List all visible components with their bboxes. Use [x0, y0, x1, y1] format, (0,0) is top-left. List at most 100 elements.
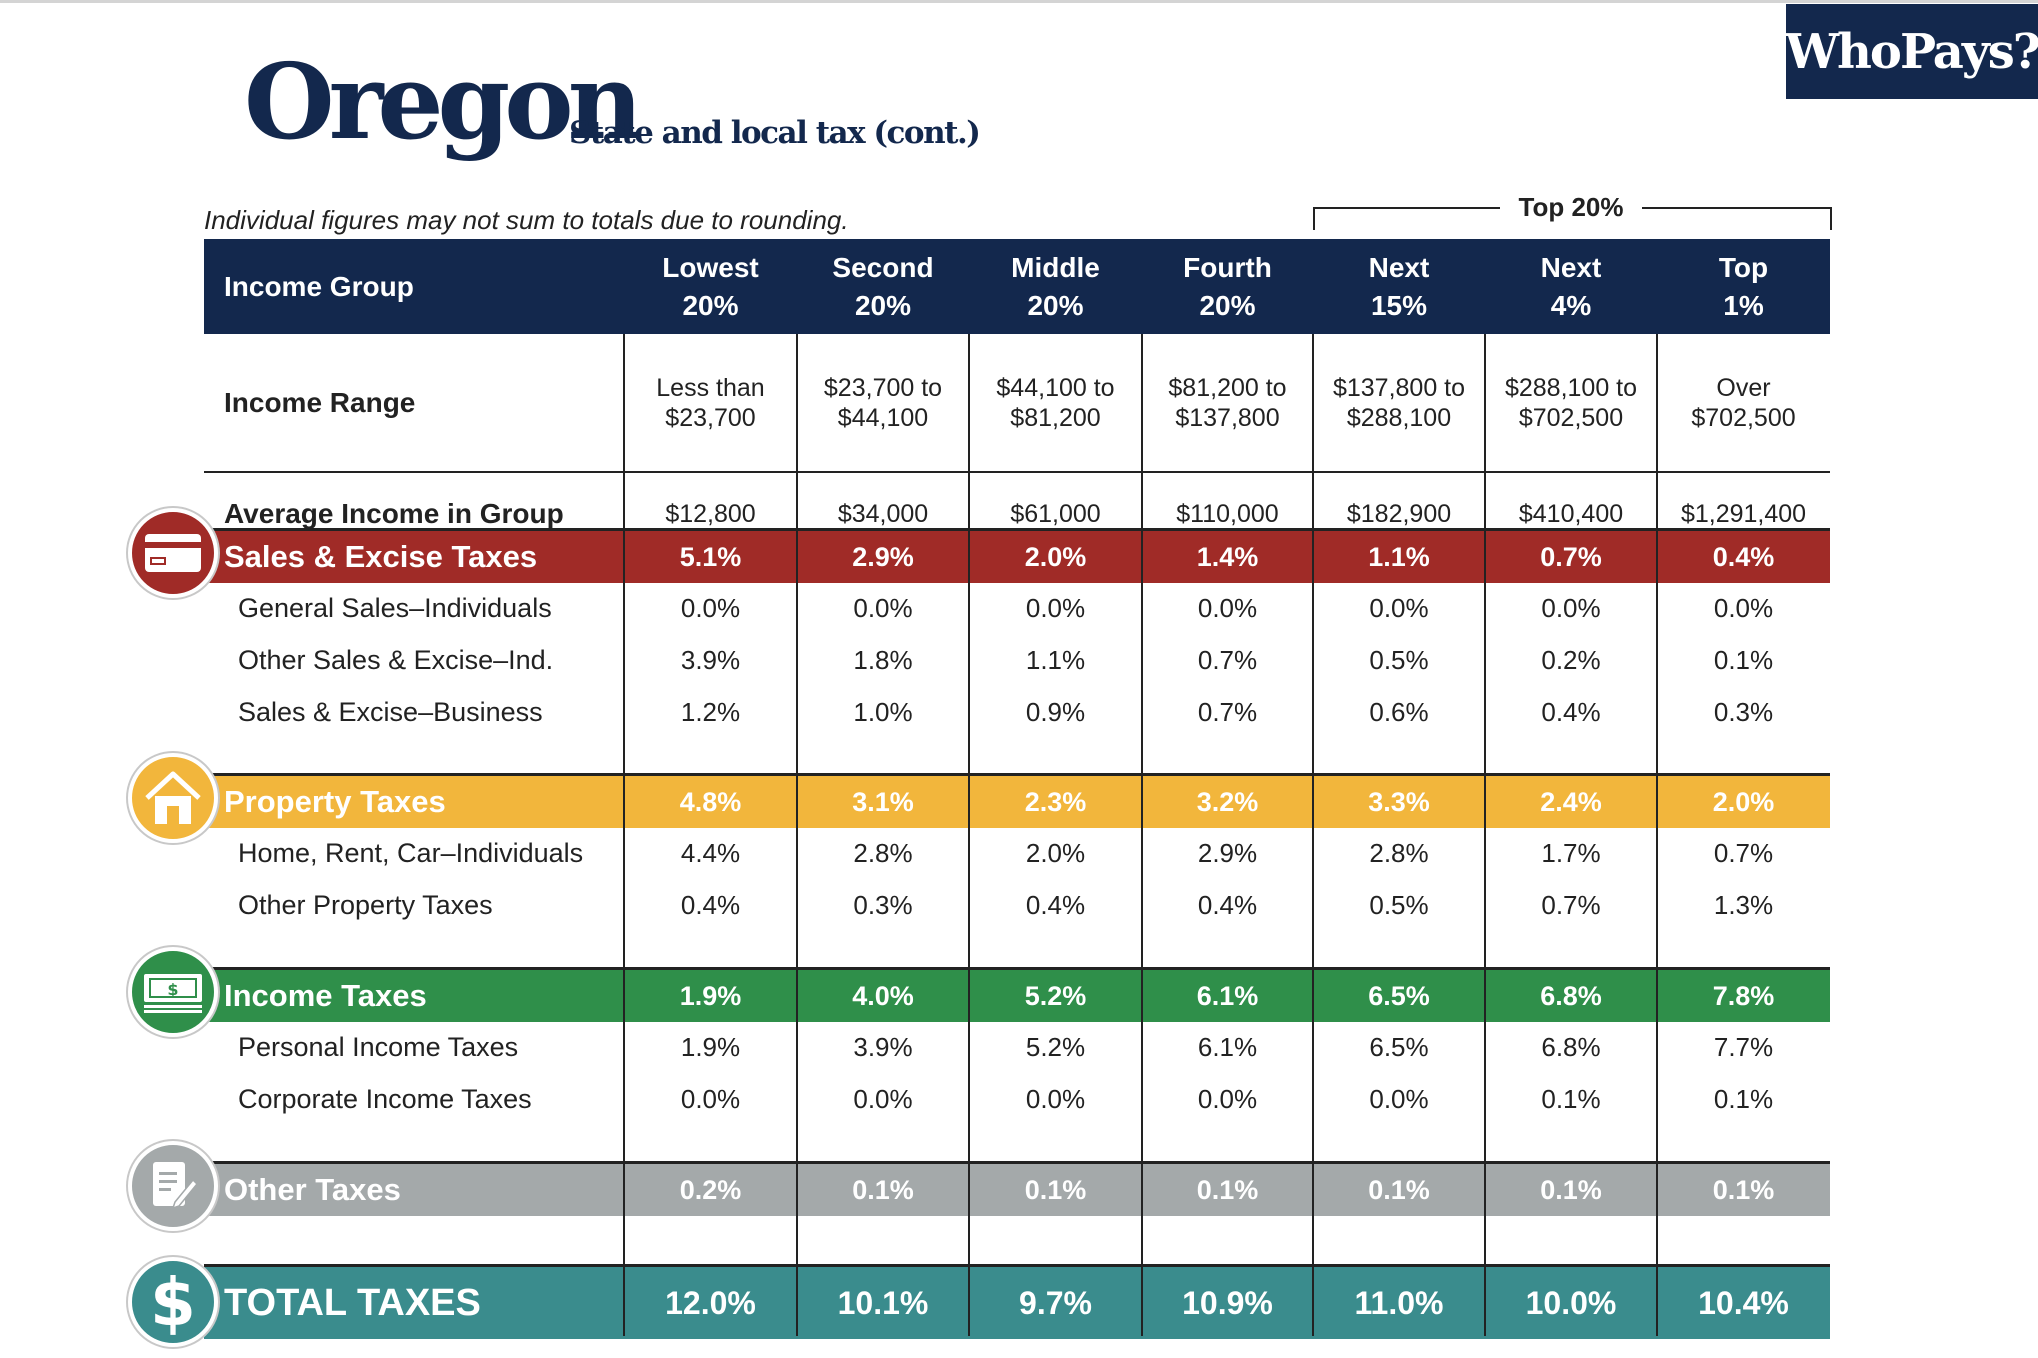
property-taxes-cell: 2.3% — [1024, 786, 1087, 817]
table-cell: 1.9% — [680, 1031, 741, 1062]
other-sales-excise-label: Other Sales & Excise–Ind. — [238, 644, 554, 675]
home-rent-car-label: Home, Rent, Car–Individuals — [238, 837, 584, 868]
income-taxes-cell: 7.8% — [1712, 980, 1775, 1011]
column-divider — [1656, 334, 1658, 1336]
range-cell: $288,100 to $702,500 — [1504, 373, 1638, 432]
sales-excise-business-row: Sales & Excise–Business 1.2% 1.0% 0.9% 0… — [204, 686, 1830, 738]
sales-excise-cell: 5.1% — [679, 541, 742, 572]
total-taxes-cell: 10.9% — [1182, 1284, 1273, 1321]
column-divider — [623, 334, 625, 1336]
table-cell: 0.1% — [1541, 1083, 1601, 1114]
general-sales-label: General Sales–Individuals — [238, 592, 552, 623]
table-cell: 0.3% — [1713, 696, 1774, 727]
table-cell: 0.0% — [1025, 592, 1086, 623]
table-cell: 1.1% — [1025, 644, 1086, 675]
money-bill-icon: $ — [128, 947, 218, 1037]
range-cell: $137,800 to $288,100 — [1332, 373, 1466, 432]
document-pen-icon — [128, 1141, 218, 1231]
header-row: Income Group Lowest 20% Second 20% Middle 2… — [204, 239, 1830, 334]
average-income-cell: $182,900 — [1346, 499, 1452, 528]
table-cell: 0.6% — [1369, 696, 1429, 727]
table-cell: 0.0% — [1197, 592, 1258, 623]
home-rent-car-row: Home, Rent, Car–Individuals 4.4% 2.8% 2.… — [204, 827, 1830, 879]
table-cell: 0.1% — [1713, 644, 1774, 675]
income-taxes-label: Income Taxes — [224, 978, 427, 1013]
total-taxes-cell: 10.1% — [837, 1284, 929, 1321]
property-taxes-label: Property Taxes — [224, 784, 446, 819]
income-taxes-cell: 4.0% — [852, 980, 914, 1011]
table-cell: 0.7% — [1541, 889, 1601, 920]
table-cell: 7.7% — [1713, 1031, 1774, 1062]
total-taxes-row: TOTAL TAXES 12.0% 10.1% 9.7% 10.9% 11.0%… — [204, 1264, 1830, 1339]
table-cell: 0.0% — [1197, 1083, 1258, 1114]
sales-excise-business-label: Sales & Excise–Business — [238, 696, 543, 727]
total-taxes-cell: 9.7% — [1019, 1284, 1092, 1321]
total-taxes-cell: 10.4% — [1698, 1284, 1789, 1321]
column-divider — [968, 334, 970, 1336]
sales-excise-cell: 0.7% — [1540, 541, 1602, 572]
page-title: Oregon — [244, 40, 643, 163]
column-divider — [796, 334, 798, 1336]
general-sales-row: General Sales–Individuals 0.0% 0.0% 0.0%… — [204, 582, 1830, 634]
header-cell: Fourth 20% — [1183, 251, 1272, 321]
table-cell: 0.0% — [1369, 1083, 1429, 1114]
property-taxes-cell: 3.2% — [1196, 786, 1259, 817]
average-income-label: Average Income in Group — [224, 498, 564, 529]
income-group-label: Income Group — [224, 270, 414, 302]
total-taxes-cell: 10.0% — [1525, 1284, 1617, 1321]
average-income-cell: $410,400 — [1518, 499, 1624, 528]
table-cell: 1.0% — [853, 696, 913, 727]
other-taxes-cell: 0.1% — [1712, 1174, 1775, 1205]
average-income-cell: $12,800 — [665, 499, 756, 528]
income-taxes-cell: 1.9% — [679, 980, 742, 1011]
table-cell: 0.0% — [1713, 592, 1774, 623]
table-cell: 0.4% — [1541, 696, 1601, 727]
top-border — [0, 0, 2038, 3]
header-cell: Lowest 20% — [662, 251, 759, 321]
table-cell: 6.5% — [1369, 1031, 1429, 1062]
range-cell: $23,700 to $44,100 — [823, 373, 943, 432]
dollar-sign-icon: $ — [128, 1257, 218, 1347]
table-cell: 4.4% — [680, 837, 741, 868]
top-20-label: Top 20% — [1500, 192, 1642, 223]
table-cell: 0.0% — [1369, 592, 1429, 623]
column-divider — [1312, 334, 1314, 1336]
sales-excise-label: Sales & Excise Taxes — [224, 539, 538, 574]
range-cell: $44,100 to $81,200 — [996, 373, 1115, 432]
svg-text:$: $ — [150, 1267, 196, 1337]
total-taxes-cell: 11.0% — [1354, 1284, 1444, 1321]
table-cell: 0.0% — [680, 592, 741, 623]
average-income-cell: $34,000 — [837, 499, 929, 528]
table-cell: 2.8% — [853, 837, 913, 868]
range-cell: Over $702,500 — [1691, 373, 1796, 432]
income-taxes-cell: 6.5% — [1368, 980, 1430, 1011]
other-taxes-cell: 0.1% — [1196, 1174, 1259, 1205]
sales-excise-cell: 1.1% — [1368, 541, 1430, 572]
table-cell: 3.9% — [680, 644, 741, 675]
table-cell: 5.2% — [1025, 1031, 1086, 1062]
other-taxes-row: Other Taxes 0.2% 0.1% 0.1% 0.1% 0.1% 0.1… — [204, 1161, 1830, 1216]
other-property-row: Other Property Taxes 0.4% 0.3% 0.4% 0.4%… — [204, 879, 1830, 931]
table-cell: 6.8% — [1541, 1031, 1601, 1062]
sales-excise-row: Sales & Excise Taxes 5.1% 2.9% 2.0% 1.4%… — [204, 528, 1830, 583]
sales-excise-cell: 0.4% — [1712, 541, 1775, 572]
property-taxes-cell: 3.1% — [852, 786, 914, 817]
other-taxes-cell: 0.2% — [679, 1174, 742, 1205]
income-taxes-cell: 6.8% — [1540, 980, 1602, 1011]
income-taxes-cell: 5.2% — [1024, 980, 1087, 1011]
table-cell: 1.3% — [1713, 889, 1774, 920]
table-cell: 6.1% — [1197, 1031, 1258, 1062]
average-income-row: Average Income in Group $12,800 $34,000 … — [204, 471, 1830, 557]
table-cell: 3.9% — [853, 1031, 913, 1062]
table-cell: 0.2% — [1541, 644, 1601, 675]
table-cell: 1.2% — [680, 696, 741, 727]
total-taxes-cell: 12.0% — [665, 1284, 756, 1321]
other-sales-excise-row: Other Sales & Excise–Ind. 3.9% 1.8% 1.1%… — [204, 634, 1830, 686]
personal-income-row: Personal Income Taxes 1.9% 3.9% 5.2% 6.1… — [204, 1021, 1830, 1073]
table-cell: 0.0% — [853, 1083, 913, 1114]
average-income-cell: $110,000 — [1176, 499, 1279, 528]
table-cell: 1.8% — [853, 644, 913, 675]
income-taxes-cell: 6.1% — [1196, 980, 1259, 1011]
header-cell: Second 20% — [832, 251, 934, 321]
table-cell: 0.9% — [1025, 696, 1086, 727]
